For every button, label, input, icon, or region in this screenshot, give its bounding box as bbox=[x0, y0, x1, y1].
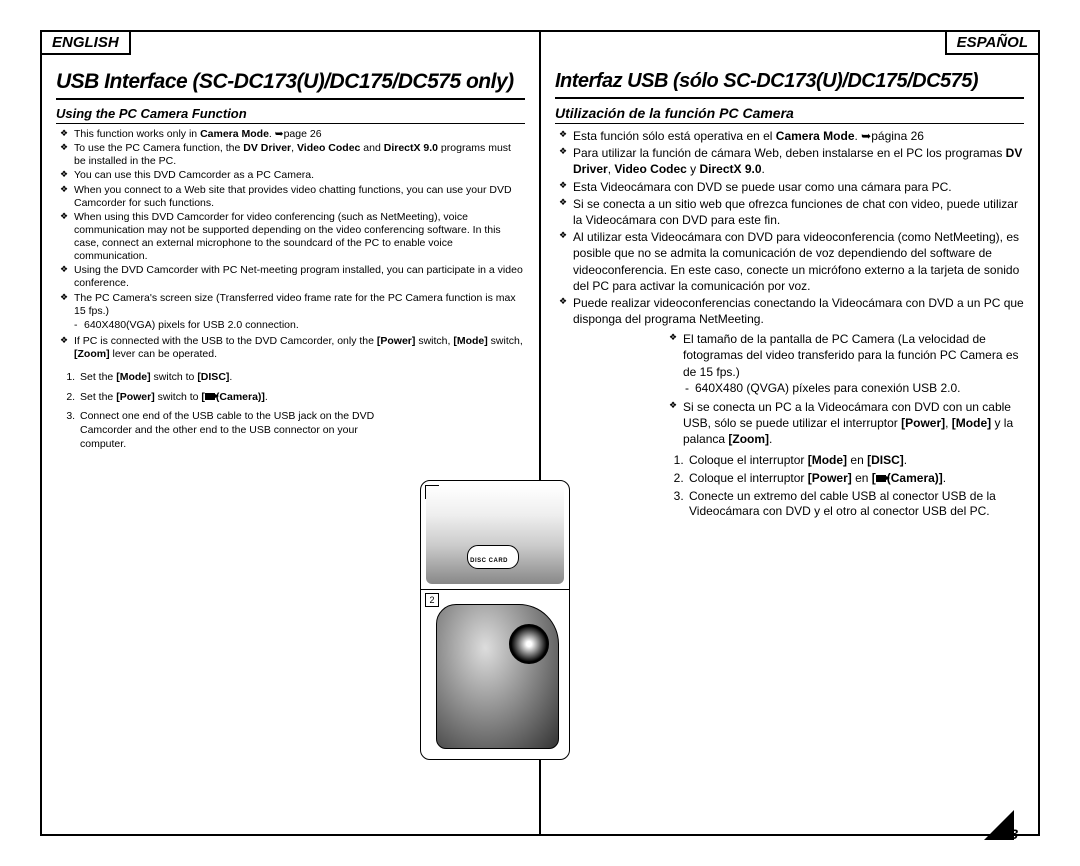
bullet-item: Puede realizar videoconferencias conecta… bbox=[555, 295, 1024, 327]
step-item: Connect one end of the USB cable to the … bbox=[78, 410, 396, 451]
step-item: Coloque el interruptor [Mode] en [DISC]. bbox=[687, 453, 1024, 469]
steps-spanish: Coloque el interruptor [Mode] en [DISC].… bbox=[665, 453, 1024, 519]
bullet-item: El tamaño de la pantalla de PC Camera (L… bbox=[665, 331, 1024, 380]
bullet-item: When you connect to a Web site that prov… bbox=[56, 184, 525, 210]
bullets-english: This function works only in Camera Mode.… bbox=[56, 128, 525, 318]
camera-top-view bbox=[426, 486, 564, 584]
bullet-item: Using the DVD Camcorder with PC Net-meet… bbox=[56, 264, 525, 290]
bullet-item: Si se conecta un PC a la Videocámara con… bbox=[665, 399, 1024, 448]
bullet-item: Para utilizar la función de cámara Web, … bbox=[555, 145, 1024, 177]
step-item: Conecte un extremo del cable USB al cone… bbox=[687, 489, 1024, 520]
bullet-item: To use the PC Camera function, the DV Dr… bbox=[56, 142, 525, 168]
bullet-item: You can use this DVD Camcorder as a PC C… bbox=[56, 169, 525, 182]
center-illustration: 1 DISC CARD 2 bbox=[420, 480, 570, 760]
bullet-item: When using this DVD Camcorder for video … bbox=[56, 211, 525, 264]
step-item: Coloque el interruptor [Power] en [(Came… bbox=[687, 471, 1024, 487]
bullet-item: Esta Videocámara con DVD se puede usar c… bbox=[555, 179, 1024, 195]
subhead-english: Using the PC Camera Function bbox=[56, 106, 525, 124]
step-item: Set the [Power] switch to [(Camera)]. bbox=[78, 391, 396, 405]
page-number: 113 bbox=[978, 804, 1020, 846]
title-spanish: Interfaz USB (sólo SC-DC173(U)/DC175/DC5… bbox=[555, 70, 1024, 99]
camera-side-view bbox=[426, 594, 564, 754]
page-number-text: 113 bbox=[996, 826, 1018, 842]
sub-point-english: 640X480(VGA) pixels for USB 2.0 connecti… bbox=[56, 319, 525, 331]
camera-body bbox=[436, 604, 559, 749]
bullets-spanish-last: Si se conecta un PC a la Videocámara con… bbox=[665, 399, 1024, 448]
disc-card-label: DISC CARD bbox=[470, 558, 508, 564]
step-item: Set the [Mode] switch to [DISC]. bbox=[78, 371, 396, 385]
bullets-spanish: Esta función sólo está operativa en el C… bbox=[555, 128, 1024, 327]
bullet-item: Si se conecta a un sitio web que ofrezca… bbox=[555, 196, 1024, 228]
bullet-item: This function works only in Camera Mode.… bbox=[56, 128, 525, 141]
bullets-english-last: If PC is connected with the USB to the D… bbox=[56, 335, 525, 361]
bullet-item: The PC Camera's screen size (Transferred… bbox=[56, 292, 525, 318]
illus-divider bbox=[421, 589, 569, 590]
title-english: USB Interface (SC-DC173(U)/DC175/DC575 o… bbox=[56, 70, 525, 100]
illus-top: DISC CARD bbox=[426, 486, 564, 584]
lang-label-english: ENGLISH bbox=[40, 30, 131, 55]
lang-label-spanish: ESPAÑOL bbox=[945, 30, 1040, 55]
bullet-item: Esta función sólo está operativa en el C… bbox=[555, 128, 1024, 144]
spanish-column: ESPAÑOL Interfaz USB (sólo SC-DC173(U)/D… bbox=[541, 32, 1038, 834]
subhead-spanish: Utilización de la función PC Camera bbox=[555, 105, 1024, 124]
bullet-item: Al utilizar esta Videocámara con DVD par… bbox=[555, 229, 1024, 294]
camera-lens bbox=[509, 624, 549, 664]
illus-bottom bbox=[426, 594, 564, 754]
sub-point-spanish: 640X480 (QVGA) píxeles para conexión USB… bbox=[665, 381, 1024, 395]
bullets-spanish-right: El tamaño de la pantalla de PC Camera (L… bbox=[665, 331, 1024, 380]
bullet-item: If PC is connected with the USB to the D… bbox=[56, 335, 525, 361]
steps-english: Set the [Mode] switch to [DISC]. Set the… bbox=[56, 371, 396, 451]
